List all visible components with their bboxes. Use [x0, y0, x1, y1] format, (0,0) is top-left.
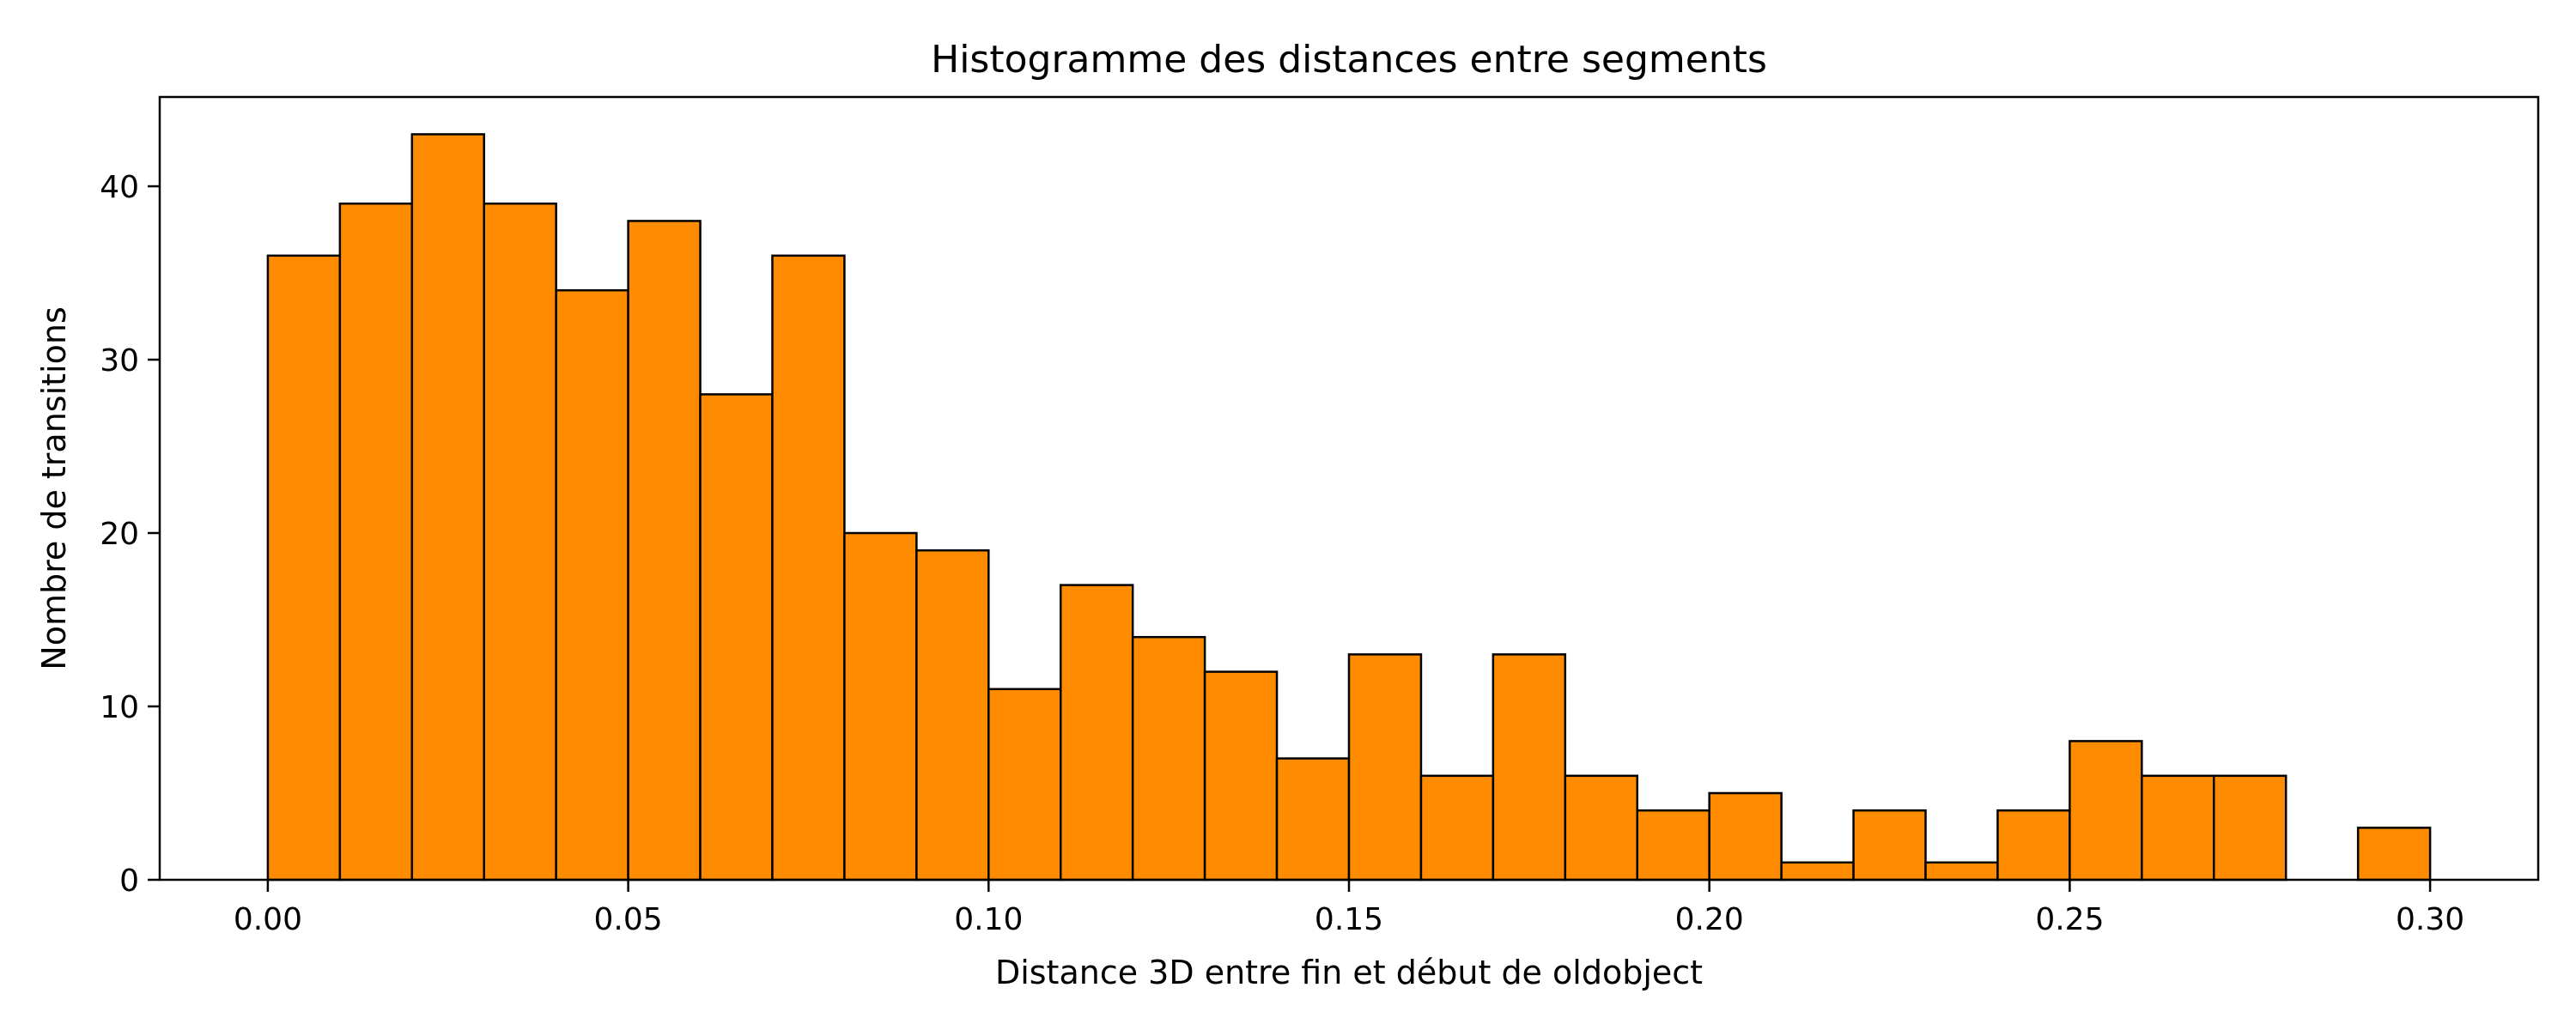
- histogram-bar: [1996, 809, 2071, 882]
- histogram-bar: [483, 202, 557, 882]
- x-tick-label: 0.10: [954, 902, 1023, 937]
- histogram-bar: [627, 220, 702, 882]
- x-axis-ticks: 0.00 0.05 0.10 0.15 0.20 0.25 0.30: [234, 880, 2464, 937]
- histogram-bar: [338, 202, 414, 882]
- histogram-bar: [1852, 809, 1927, 882]
- histogram-bar: [699, 393, 774, 882]
- chart-title: Histogramme des distances entre segments: [931, 38, 1767, 82]
- histogram-bar: [1419, 774, 1495, 882]
- y-tick-label: 20: [100, 517, 139, 552]
- x-tick-label: 0.00: [234, 902, 302, 937]
- histogram-bar: [1275, 757, 1351, 882]
- histogram-bar: [555, 288, 629, 882]
- histogram-bar: [410, 133, 485, 882]
- histogram-bar: [266, 254, 342, 882]
- histogram-bar: [1347, 653, 1423, 882]
- y-tick-label: 10: [100, 690, 139, 725]
- histogram-bar: [1780, 861, 1855, 882]
- histogram-bar: [1131, 635, 1206, 882]
- x-axis-label: Distance 3D entre fin et début de oldobj…: [995, 954, 1703, 991]
- x-tick-label: 0.20: [1675, 902, 1744, 937]
- x-tick-label: 0.05: [594, 902, 663, 937]
- y-axis-ticks: 0 10 20 30 40: [100, 170, 160, 899]
- y-tick-label: 0: [119, 863, 139, 899]
- histogram-bar: [2356, 827, 2432, 882]
- x-tick-label: 0.30: [2396, 902, 2464, 937]
- histogram-bar: [987, 688, 1062, 882]
- histogram-bar: [1708, 791, 1783, 882]
- y-tick-label: 40: [100, 170, 139, 205]
- x-tick-label: 0.15: [1315, 902, 1383, 937]
- x-tick-label: 0.25: [2035, 902, 2104, 937]
- histogram-bar: [2069, 740, 2143, 882]
- bars-group: [266, 133, 2432, 882]
- y-axis-label: Nombre de transitions: [35, 306, 73, 670]
- histogram-bar: [2213, 774, 2287, 882]
- histogram-bar: [771, 254, 846, 882]
- y-tick-label: 30: [100, 343, 139, 379]
- histogram-bar: [1564, 774, 1639, 882]
- histogram-bar: [843, 531, 918, 882]
- histogram-bar: [1059, 584, 1134, 882]
- histogram-bar: [1203, 670, 1279, 882]
- histogram-bar: [1492, 653, 1567, 882]
- histogram-bar: [915, 548, 990, 882]
- histogram-bar: [2141, 774, 2215, 882]
- histogram-bar: [1636, 809, 1710, 882]
- histogram-bar: [1924, 861, 1999, 882]
